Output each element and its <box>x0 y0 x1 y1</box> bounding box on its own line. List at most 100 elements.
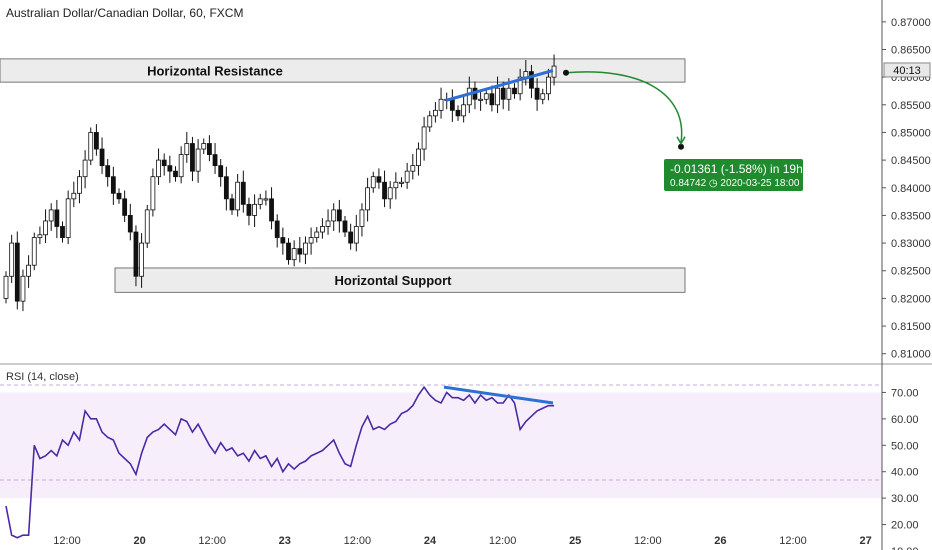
candle-up <box>257 198 263 205</box>
candle-down <box>512 87 517 95</box>
candle-up <box>303 242 308 255</box>
rsi-tick-label: 70.00 <box>891 387 919 399</box>
candle-up <box>359 209 365 227</box>
price-tick-label: 0.87000 <box>891 17 931 29</box>
support-zone[interactable] <box>114 267 686 293</box>
price-tick-label: 0.86500 <box>891 44 931 56</box>
projection-end-dot <box>678 143 684 150</box>
zones-layer: Horizontal Resistance Horizontal Support <box>0 58 686 293</box>
time-tick-label: 25 <box>569 535 581 547</box>
candle-up <box>82 159 88 178</box>
price-tick-label: 0.82500 <box>891 266 931 278</box>
candle-down <box>190 143 195 172</box>
time-tick-label: 24 <box>424 535 437 547</box>
candle-up <box>178 154 184 178</box>
candle-down <box>342 220 348 233</box>
candle-up <box>466 87 472 106</box>
price-tick-label: 0.83500 <box>891 210 931 222</box>
countdown-box <box>883 62 931 78</box>
rsi-tick-label: 60.00 <box>891 414 919 426</box>
candle-up <box>308 237 314 244</box>
candle-up <box>393 181 399 189</box>
candle-up <box>184 143 190 155</box>
candle-up <box>291 248 297 261</box>
candle-down <box>534 87 540 100</box>
candle-down <box>94 132 99 150</box>
rsi-trendline[interactable] <box>443 385 554 405</box>
price-tick-label: 0.84500 <box>891 155 931 167</box>
candle-down <box>246 203 252 216</box>
price-tick-label: 0.81000 <box>891 349 931 361</box>
candle-down <box>286 242 291 261</box>
candle-up <box>71 192 77 200</box>
candle-up <box>195 148 201 172</box>
candle-up <box>263 198 269 201</box>
rsi-tick-label: 50.00 <box>891 440 919 452</box>
candle-down <box>269 198 274 222</box>
candle-down <box>348 231 354 244</box>
candle-up <box>150 176 156 211</box>
candle-up <box>506 87 512 100</box>
candle-down <box>455 109 461 117</box>
candle-down <box>116 192 122 200</box>
candle-up <box>331 209 337 222</box>
rsi-tick-label: 10.00 <box>891 546 919 550</box>
countdown-text: 40:13 <box>893 65 921 77</box>
candle-down <box>274 220 280 238</box>
candle-up <box>48 209 54 222</box>
projection-badge <box>664 159 803 191</box>
candle-up <box>43 220 48 236</box>
projection-arrowhead <box>676 136 686 146</box>
candle-down <box>161 159 167 167</box>
candle-down <box>382 181 387 200</box>
candle-up <box>483 93 489 100</box>
chart-title: Australian Dollar/Canadian Dollar, 60, F… <box>6 6 244 20</box>
candle-up <box>495 87 500 106</box>
candle-down <box>212 154 218 167</box>
time-tick-label: 27 <box>859 535 871 547</box>
candle-up <box>365 187 371 211</box>
price-tick-label: 0.85500 <box>891 100 931 112</box>
rsi-tick-label: 30.00 <box>891 493 919 505</box>
price-tick-label: 0.81500 <box>891 321 931 333</box>
candle-down <box>127 215 133 233</box>
candle-up <box>31 237 37 266</box>
candle-up <box>517 76 523 95</box>
rsi-tick-label: 40.00 <box>891 467 919 479</box>
candle-up <box>319 226 325 233</box>
projection-date-text: 0.84742 ◷ 2020-03-25 18:00 <box>670 178 800 189</box>
candle-up <box>235 181 241 211</box>
candle-down <box>280 237 286 244</box>
time-tick-label: 12:00 <box>634 535 662 547</box>
candle-down <box>14 242 20 302</box>
candle-down <box>99 148 105 167</box>
candle-up <box>353 226 359 244</box>
price-tick-label: 0.82000 <box>891 293 931 305</box>
resistance-zone[interactable] <box>0 58 686 83</box>
candle-up <box>314 231 320 238</box>
price-tick-label: 0.84000 <box>891 183 931 195</box>
candle-up <box>201 143 207 150</box>
time-tick-label: 12:00 <box>779 535 807 547</box>
candle-up <box>461 104 467 117</box>
resistance-zone-label: Horizontal Resistance <box>147 64 283 79</box>
candle-down <box>167 165 173 172</box>
time-tick-label: 12:00 <box>53 535 81 547</box>
candle-up <box>9 242 15 277</box>
candle-down <box>297 248 303 255</box>
price-trendline[interactable] <box>445 69 554 102</box>
candle-down <box>489 93 495 106</box>
candle-up <box>139 242 145 277</box>
rsi-panel-label: RSI (14, close) <box>6 371 79 383</box>
current-price-marker: 40:13 <box>883 62 931 78</box>
candle-up <box>144 209 150 244</box>
price-tick-label: 0.85000 <box>891 127 931 139</box>
time-tick-label: 20 <box>133 535 145 547</box>
candle-up <box>387 187 393 200</box>
candle-down <box>133 231 139 277</box>
projection-arrow[interactable] <box>565 71 683 143</box>
candle-down <box>449 98 455 111</box>
time-tick-label: 12:00 <box>198 535 226 547</box>
candle-down <box>105 165 111 178</box>
